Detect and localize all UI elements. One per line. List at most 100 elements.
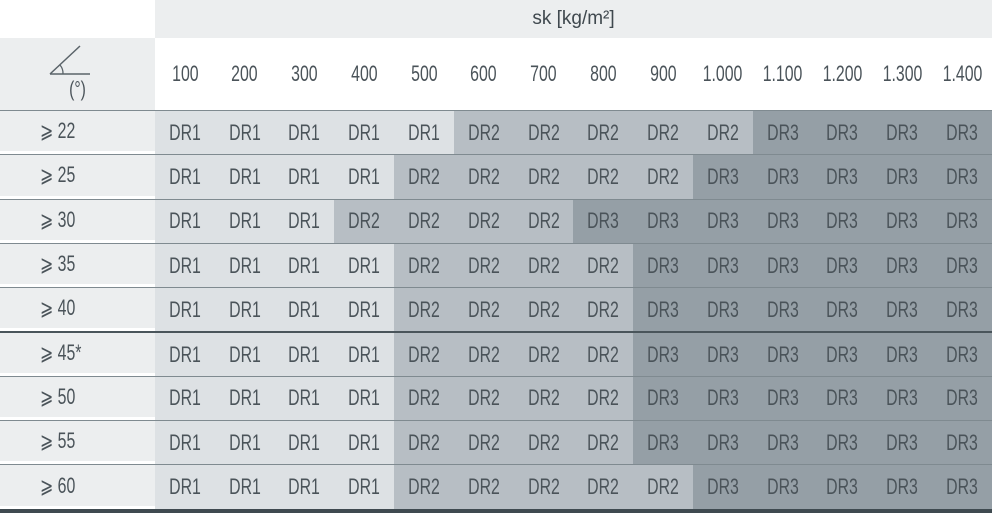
table-cell: DR2 xyxy=(513,111,574,155)
table-cell: DR2 xyxy=(513,333,574,376)
cell-value: DR1 xyxy=(169,341,201,367)
sk-title: sk [kg/m²] xyxy=(532,8,615,29)
table-row: ⩾ 60 DR1 DR1 DR1 DR1 DR2 DR2 DR2 DR2 DR2 DR3 DR3 DR3… xyxy=(0,464,992,509)
cell-value: DR2 xyxy=(408,385,440,411)
row-label: ⩾ 30 xyxy=(40,206,76,232)
column-header: 600 xyxy=(454,38,514,110)
angle-unit: (°) xyxy=(69,78,86,101)
table-cell: DR3 xyxy=(693,421,753,465)
table-cell: DR2 xyxy=(573,111,634,155)
cell-value: DR1 xyxy=(288,208,321,234)
cell-value: DR3 xyxy=(946,252,978,278)
table-cell: DR1 xyxy=(214,111,275,155)
cell-value: DR2 xyxy=(408,296,440,322)
cell-value: DR3 xyxy=(886,208,919,234)
table-cell: DR3 xyxy=(573,199,634,243)
cell-value: DR3 xyxy=(946,208,978,234)
table-cell: DR2 xyxy=(513,465,574,509)
cell-value: DR3 xyxy=(886,252,919,278)
table-cell: DR3 xyxy=(932,376,992,421)
cell-value: DR2 xyxy=(527,252,560,278)
cell-value: DR2 xyxy=(587,385,620,411)
table-cell: DR2 xyxy=(394,288,454,332)
row-header: ⩾ 60 xyxy=(0,465,155,509)
cell-value: DR3 xyxy=(826,429,859,455)
cell-value: DR3 xyxy=(946,163,978,189)
table-cell: DR3 xyxy=(693,288,753,332)
cell-value: DR2 xyxy=(467,119,500,145)
table-cell: DR1 xyxy=(274,465,335,509)
table-cell: DR1 xyxy=(274,199,335,243)
row-label: ⩾ 25 xyxy=(40,162,76,188)
cell-value: DR3 xyxy=(946,429,978,455)
cell-value: DR3 xyxy=(886,385,919,411)
table-cell: DR3 xyxy=(633,288,694,332)
cell-value: DR1 xyxy=(228,252,261,278)
table-cell: DR3 xyxy=(932,155,992,199)
column-header: 100 xyxy=(155,38,215,110)
cell-value: DR1 xyxy=(288,119,321,145)
table-cell: DR3 xyxy=(872,111,933,155)
cell-value: DR3 xyxy=(587,208,620,234)
table-cell: DR3 xyxy=(693,243,753,288)
table-cell: DR3 xyxy=(812,421,873,465)
table-row: ⩾ 25 DR1 DR1 DR1 DR1 DR2 DR2 DR2 DR2 DR2 DR3 DR3 DR3… xyxy=(0,154,992,199)
cell-value: DR3 xyxy=(647,252,679,278)
cell-value: DR1 xyxy=(348,341,381,367)
table-cell: DR1 xyxy=(214,288,275,332)
row-header: ⩾ 22 xyxy=(0,111,155,155)
cell-value: DR2 xyxy=(587,163,620,189)
table-cell: DR3 xyxy=(633,376,694,421)
row-label: ⩾ 60 xyxy=(40,472,76,498)
column-header: 500 xyxy=(394,38,454,110)
column-header-label: 900 xyxy=(649,61,677,86)
table-cell: DR3 xyxy=(812,155,873,199)
table-cell: DR2 xyxy=(633,155,694,199)
column-header: 400 xyxy=(334,38,394,110)
table-cell: DR3 xyxy=(752,465,813,509)
cell-value: DR2 xyxy=(348,208,381,234)
cell-value: DR2 xyxy=(527,385,560,411)
table-cell: DR3 xyxy=(932,288,992,332)
table-cell: DR2 xyxy=(573,465,634,509)
cell-value: DR3 xyxy=(826,341,859,367)
row-header: ⩾ 35 xyxy=(0,243,155,288)
table-cell: DR3 xyxy=(693,465,753,509)
table-cell: DR1 xyxy=(214,243,275,288)
cell-value: DR2 xyxy=(467,296,500,322)
cell-value: DR1 xyxy=(288,474,321,500)
column-header-label: 500 xyxy=(410,61,438,86)
cell-value: DR3 xyxy=(647,429,679,455)
cell-value: DR1 xyxy=(169,163,201,189)
table-cell: DR3 xyxy=(752,288,813,332)
column-header-label: 1.300 xyxy=(882,61,923,86)
cell-value: DR2 xyxy=(587,429,620,455)
table-cell: DR3 xyxy=(752,199,813,243)
table-cell: DR3 xyxy=(872,376,933,421)
table-cell: DR2 xyxy=(573,421,634,465)
cell-value: DR2 xyxy=(467,474,500,500)
cell-value: DR3 xyxy=(886,296,919,322)
table-cell: DR3 xyxy=(872,243,933,288)
table-body: ⩾ 22 DR1 DR1 DR1 DR1 DR1 DR2 DR2 DR2 DR2 DR2 DR3 DR3… xyxy=(0,110,992,509)
cell-value: DR1 xyxy=(228,119,261,145)
row-header: ⩾ 50 xyxy=(0,376,155,421)
column-header: 700 xyxy=(514,38,574,110)
cell-value: DR2 xyxy=(467,163,500,189)
table-cell: DR3 xyxy=(812,288,873,332)
table-cell: DR3 xyxy=(872,465,933,509)
cell-value: DR3 xyxy=(886,163,919,189)
table-cell: DR2 xyxy=(334,199,395,243)
cell-value: DR3 xyxy=(647,385,679,411)
cell-value: DR2 xyxy=(408,429,440,455)
table-cell: DR3 xyxy=(812,333,873,376)
table-cell: DR2 xyxy=(633,465,694,509)
table-cell: DR2 xyxy=(453,376,514,421)
column-header-label: 600 xyxy=(470,61,498,86)
column-header: 1.400 xyxy=(932,38,992,110)
cell-value: DR3 xyxy=(647,341,679,367)
cell-value: DR3 xyxy=(766,296,799,322)
cell-value: DR3 xyxy=(886,341,919,367)
cell-value: DR2 xyxy=(587,474,620,500)
cell-value: DR2 xyxy=(467,341,500,367)
